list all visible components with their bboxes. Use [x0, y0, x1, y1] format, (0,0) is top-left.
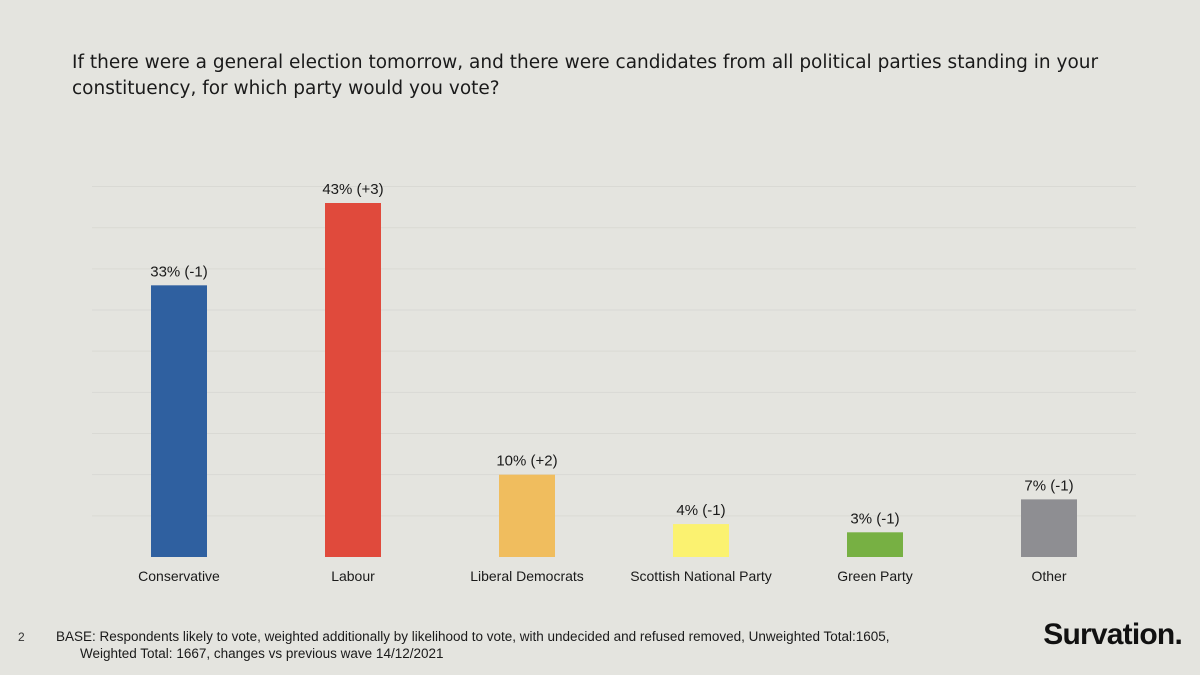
bars — [151, 203, 1077, 557]
bar-scottish-national-party — [673, 524, 729, 557]
category-labels: Conservative Labour Liberal Democrats Scott… — [138, 568, 1067, 584]
base-note-line-1: BASE: Respondents likely to vote, weight… — [56, 629, 890, 644]
chart-title: If there were a general election tomorro… — [72, 52, 1099, 99]
category-label-conservative: Conservative — [138, 568, 220, 584]
data-label-green-party: 3% (-1) — [850, 510, 899, 527]
bar-other — [1021, 499, 1077, 557]
bar-green-party — [847, 532, 903, 557]
category-label-liberal-democrats: Liberal Democrats — [470, 568, 584, 584]
data-label-scottish-national-party: 4% (-1) — [676, 502, 725, 519]
category-label-scottish-national-party: Scottish National Party — [630, 568, 772, 584]
page-number: 2 — [18, 630, 25, 644]
data-label-conservative: 33% (-1) — [150, 263, 208, 280]
value-labels: 33% (-1) 43% (+3) 10% (+2) 4% (-1) 3% (-1) 7%… — [150, 181, 1073, 527]
bar-conservative — [151, 285, 207, 557]
bar-labour — [325, 203, 381, 557]
category-label-other: Other — [1031, 568, 1066, 584]
base-note: BASE: Respondents likely to vote, weight… — [56, 628, 1016, 662]
category-label-green-party: Green Party — [837, 568, 912, 584]
category-label-labour: Labour — [331, 568, 375, 584]
data-label-other: 7% (-1) — [1024, 477, 1073, 494]
gridlines — [92, 186, 1136, 517]
data-label-labour: 43% (+3) — [322, 181, 383, 198]
data-label-liberal-democrats: 10% (+2) — [496, 453, 557, 470]
bar-liberal-democrats — [499, 474, 555, 557]
base-note-line-2: Weighted Total: 1667, changes vs previou… — [80, 646, 444, 661]
bar-chart: 33% (-1) 43% (+3) 10% (+2) 4% (-1) 3% (-1) 7%… — [92, 181, 1136, 584]
survation-logo: Survation. — [1043, 618, 1183, 651]
